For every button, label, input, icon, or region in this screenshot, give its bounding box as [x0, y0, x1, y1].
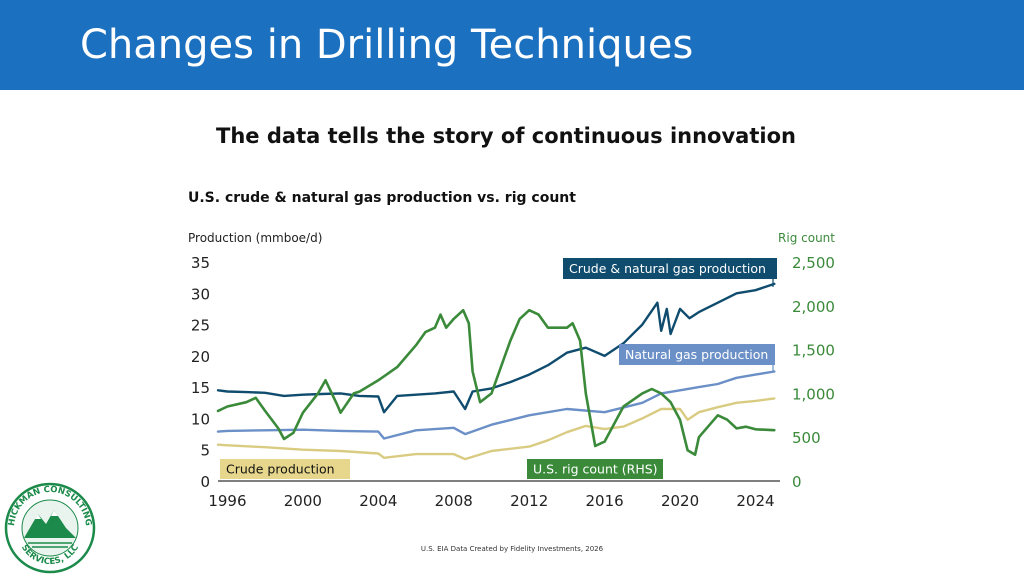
x-tick-labels: 1996 2000 2004 2008 2012 2016 2020 2024: [208, 492, 774, 510]
left-tick-label: 30: [191, 285, 210, 303]
left-tick-label: 0: [200, 473, 210, 491]
right-tick-label: 500: [792, 429, 821, 447]
left-tick-label: 5: [200, 442, 210, 460]
slide-title: Changes in Drilling Techniques: [80, 22, 694, 68]
x-tick-label: 2000: [284, 492, 322, 510]
left-tick-label: 25: [191, 317, 210, 335]
series-line-3: [216, 308, 776, 457]
x-tick-label: 2012: [510, 492, 548, 510]
series-lines: [216, 282, 776, 461]
series-label-boxes: Crude & natural gas production Natural ga…: [220, 258, 777, 479]
source-note: U.S. EIA Data Created by Fidelity Invest…: [420, 545, 604, 553]
series-label-text: U.S. rig count (RHS): [533, 462, 658, 477]
slide-header: Changes in Drilling Techniques: [0, 0, 1024, 90]
left-tick-label: 10: [191, 410, 210, 428]
right-tick-labels: 0 500 1,000 1,500 2,000 2,500: [792, 254, 835, 491]
series-label-box: [220, 459, 350, 479]
x-tick-label: 2024: [736, 492, 774, 510]
x-tick-label: 2004: [359, 492, 397, 510]
slide-subtitle: The data tells the story of continuous i…: [216, 124, 796, 148]
company-logo: HICKMAN CONSULTING SERVICES, LLC: [4, 482, 96, 574]
chart-title: U.S. crude & natural gas production vs. …: [188, 190, 576, 206]
right-tick-label: 1,500: [792, 342, 835, 360]
left-axis-label: Production (mmboe/d): [188, 231, 322, 245]
x-tick-label: 2016: [586, 492, 624, 510]
left-tick-label: 15: [191, 379, 210, 397]
x-tick-label: 1996: [208, 492, 246, 510]
left-tick-label: 20: [191, 348, 210, 366]
series-label-box: [527, 459, 663, 479]
series-line-2: [216, 397, 776, 461]
x-tick-label: 2020: [661, 492, 699, 510]
series-label-box: [619, 344, 775, 365]
x-tick-label: 2008: [435, 492, 473, 510]
series-line-0: [216, 282, 776, 414]
right-tick-label: 2,000: [792, 298, 835, 316]
right-tick-label: 2,500: [792, 254, 835, 272]
series-label-text: Crude & natural gas production: [569, 261, 766, 276]
series-label-box: [563, 258, 777, 279]
series-label-text: Crude production: [226, 462, 335, 477]
series-label-text: Natural gas production: [625, 347, 768, 362]
right-tick-label: 0: [792, 473, 802, 491]
left-tick-label: 35: [191, 254, 210, 272]
right-tick-label: 1,000: [792, 385, 835, 403]
logo-snowcap: [35, 510, 58, 519]
series-line-1: [216, 370, 776, 440]
right-axis-label: Rig count: [778, 231, 835, 245]
left-tick-labels: 0 5 10 15 20 25 30 35: [191, 254, 210, 491]
